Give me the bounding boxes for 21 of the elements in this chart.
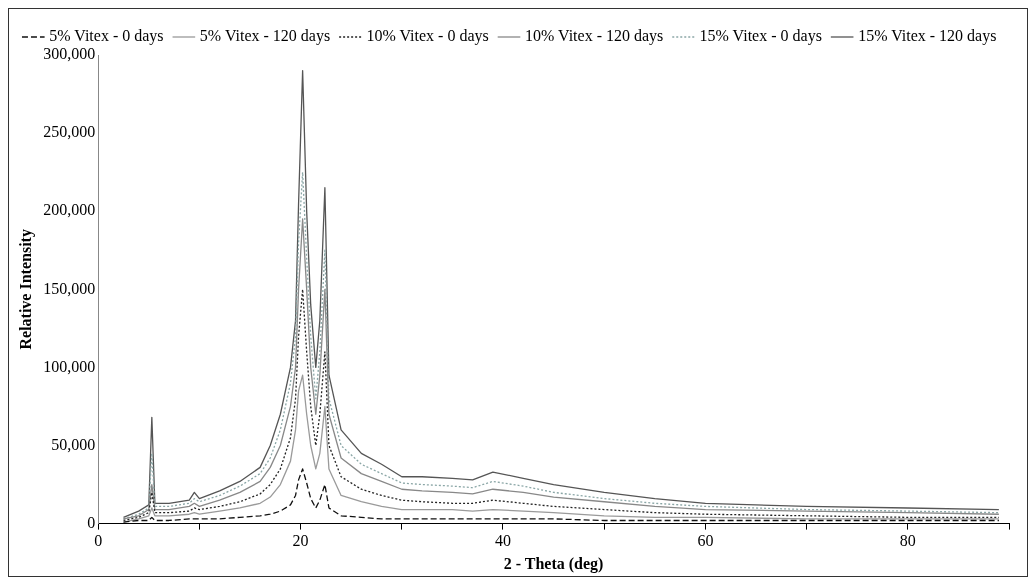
legend-label: 15% Vitex - 120 days <box>858 27 997 46</box>
legend-label: 5% Vitex - 0 days <box>49 27 164 46</box>
y-tick-label: 150,000 <box>43 279 96 297</box>
y-tick-label: 300,000 <box>43 45 96 63</box>
x-tick-label: 40 <box>495 532 511 550</box>
legend-label: 10% Vitex - 120 days <box>525 27 664 46</box>
y-tick-label: 250,000 <box>43 123 96 141</box>
y-tick-label: 200,000 <box>43 201 96 219</box>
legend-label: 10% Vitex - 0 days <box>366 27 489 46</box>
x-tick-label: 60 <box>697 532 714 550</box>
x-axis-title: 2 - Theta (deg) <box>503 554 604 573</box>
y-axis-title: Relative Intensity <box>16 229 35 350</box>
y-tick-label: 0 <box>87 513 96 531</box>
x-tick-label: 80 <box>899 532 916 550</box>
x-tick-label: 20 <box>292 532 309 550</box>
legend-label: 15% Vitex - 0 days <box>699 27 822 46</box>
line-series <box>122 468 1000 523</box>
y-tick-label: 100,000 <box>43 357 96 375</box>
line-series <box>122 288 1000 522</box>
legend-label: 5% Vitex - 120 days <box>199 27 331 46</box>
y-tick-label: 50,000 <box>51 435 96 453</box>
